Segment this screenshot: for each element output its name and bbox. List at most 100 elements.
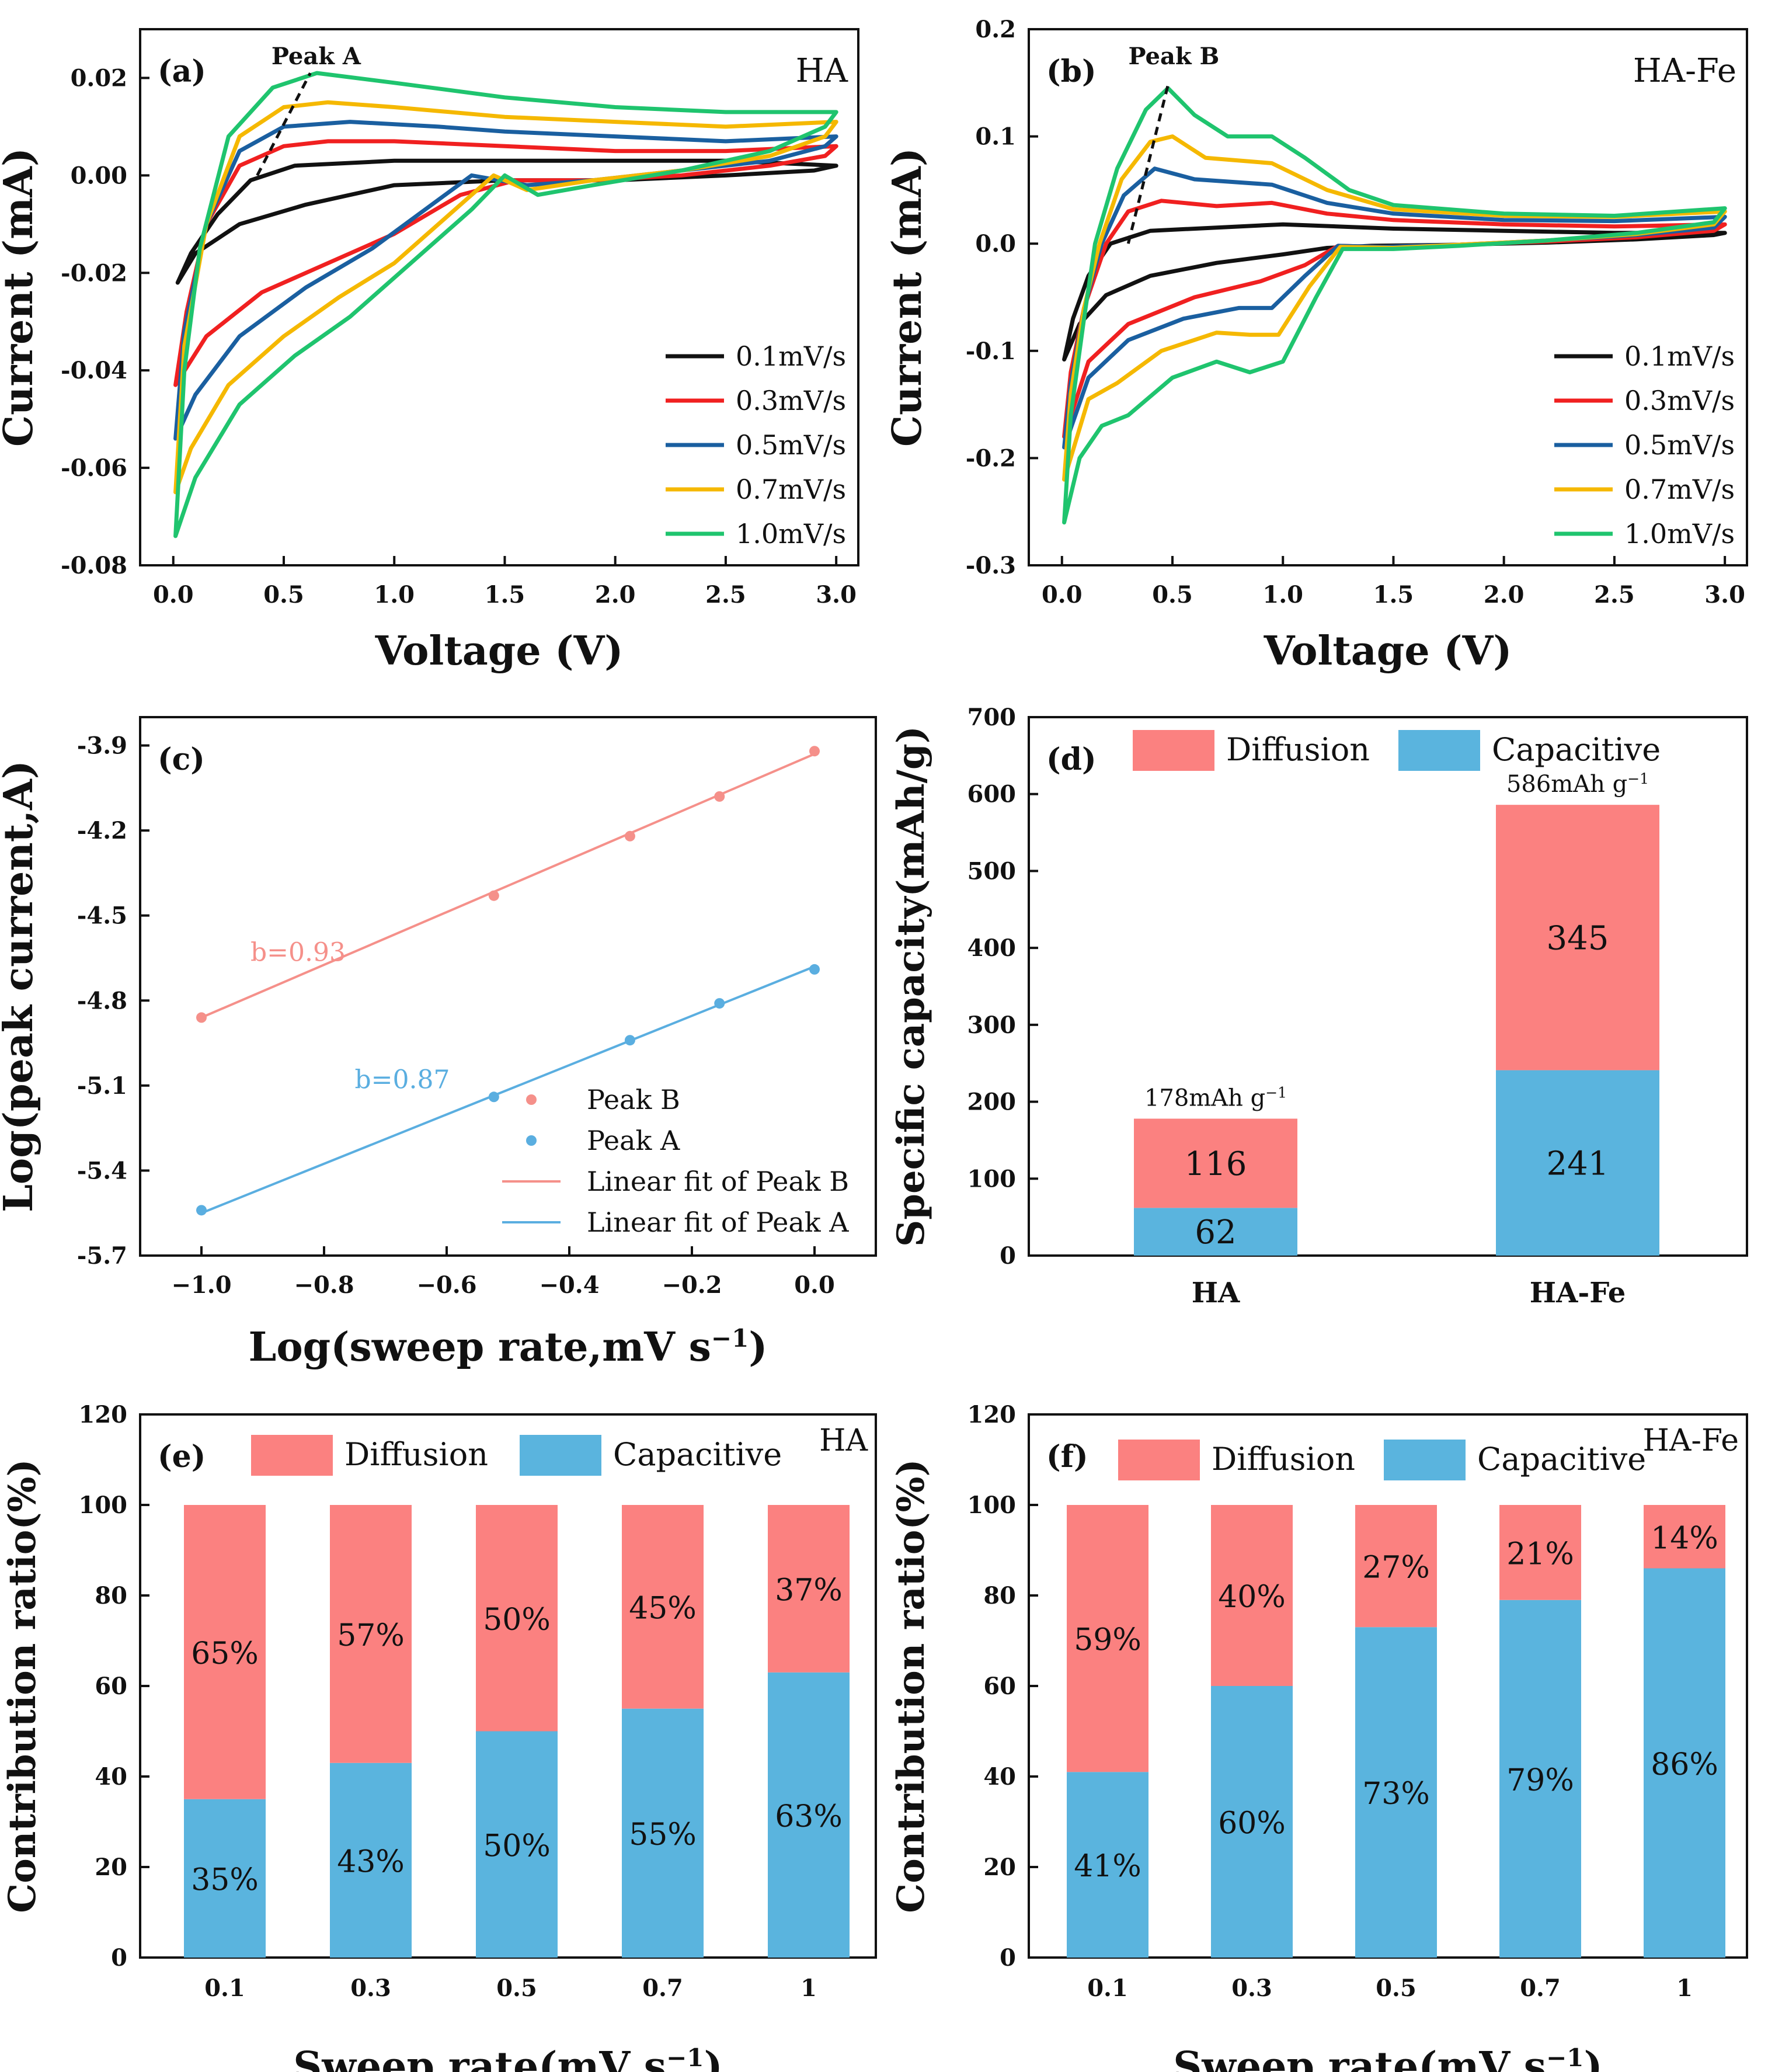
- plot-frame: [1028, 716, 1748, 1257]
- panel-e: 0 20 40 60 80 100 120 35% 65% 0.1 43% 57% 0.3 50% 50% 0…: [1, 1401, 877, 2072]
- bar-label-capacitive: 86%: [1651, 1747, 1718, 1782]
- y-axis-title: Current (mA): [884, 148, 931, 447]
- legend-label-capacitive: Capacitive: [1492, 731, 1661, 768]
- x-tick-label: 1.5: [1373, 581, 1414, 609]
- y-tick-label: 400: [967, 934, 1017, 962]
- panel-a: 0.0 0.5 1.0 1.5 2.0 2.5 3.0 0.02 0.00 -0.02 -0.04 -…: [0, 28, 859, 675]
- bar-label-capacitive: 41%: [1074, 1849, 1141, 1884]
- y-tick-label: -5.4: [77, 1157, 127, 1184]
- fit-line: [201, 753, 815, 1019]
- y-tick-label: -4.8: [77, 987, 127, 1014]
- x-tick-label: 1: [801, 1974, 817, 2002]
- legend-label: 0.3mV/s: [1624, 385, 1735, 416]
- legend-label: 0.5mV/s: [1624, 429, 1735, 461]
- plot-frame: [139, 716, 877, 1257]
- y-tick-label: 0.1: [975, 123, 1016, 151]
- x-tick-label: −0.8: [294, 1271, 354, 1299]
- bar-diffusion: [1355, 1505, 1437, 1628]
- data-point-peak-a: [714, 998, 725, 1009]
- corner-label: HA-Fe: [1633, 52, 1736, 90]
- x-tick-label: 0.1: [204, 1974, 245, 2002]
- y-tick-label: -4.2: [77, 817, 127, 844]
- x-tick-label: 0.3: [1231, 1974, 1272, 2002]
- x-tick-label: 1.0: [1262, 581, 1303, 609]
- y-tick-label: 700: [967, 704, 1017, 731]
- bar-label-capacitive: 50%: [483, 1828, 551, 1864]
- x-tick-label: 2.5: [1594, 581, 1635, 609]
- x-tick-label: 0.7: [1520, 1974, 1561, 2002]
- x-tick-label: −0.4: [539, 1271, 599, 1299]
- x-axis-title-main: Log(sweep rate,mV s: [249, 1324, 711, 1371]
- bar-label-diffusion: 57%: [337, 1618, 405, 1653]
- y-tick-label: 100: [967, 1492, 1017, 1519]
- x-tick-label: −0.2: [662, 1271, 722, 1299]
- x-tick-label: 2.0: [1484, 581, 1525, 609]
- bar-diffusion: [1499, 1505, 1581, 1600]
- legend-swatch-diffusion: [1118, 1440, 1200, 1480]
- legend-swatch-diffusion: [251, 1435, 333, 1476]
- y-tick-label: 300: [967, 1011, 1017, 1039]
- x-axis-title-end: ): [704, 2043, 723, 2072]
- bar-capacitive: [1211, 1686, 1293, 1958]
- y-tick-label: 60: [983, 1673, 1016, 1700]
- x-axis-title-sup: −1: [1546, 2043, 1583, 2072]
- data-point-peak-b: [196, 1012, 207, 1023]
- x-tick-label: 3.0: [816, 581, 857, 609]
- bar-diffusion: [330, 1505, 412, 1763]
- data-point-peak-b: [624, 830, 635, 842]
- x-tick-label: 0.0: [153, 581, 194, 609]
- bar-capacitive: [622, 1708, 704, 1958]
- data-point-peak-b: [488, 890, 499, 901]
- x-tick-label: 0.5: [496, 1974, 537, 2002]
- legend-label: 0.7mV/s: [736, 474, 846, 505]
- corner-label: HA: [796, 52, 848, 90]
- bar-label-capacitive: 62: [1195, 1214, 1236, 1251]
- panel-label: (a): [158, 54, 206, 89]
- bar-total-label-main: 586mAh g: [1506, 771, 1627, 798]
- y-tick-label: 0: [1000, 1944, 1016, 1972]
- plot-frame: [139, 28, 859, 566]
- y-axis-title: Contribution ratio(%): [1, 1459, 44, 1913]
- bar-label-diffusion: 14%: [1651, 1521, 1718, 1556]
- legend-label: Linear fit of Peak A: [587, 1207, 849, 1238]
- y-axis-title: Log(peak current,A): [0, 760, 42, 1212]
- y-tick-label: -3.9: [77, 732, 127, 760]
- bar-label-capacitive: 35%: [191, 1862, 259, 1897]
- legend-label: 0.7mV/s: [1624, 474, 1735, 505]
- bar-capacitive: [1067, 1772, 1148, 1958]
- bar-diffusion: [622, 1505, 704, 1709]
- b-label-peak-b: b=0.93: [250, 937, 346, 967]
- bar-label-diffusion: 59%: [1074, 1623, 1141, 1658]
- y-tick-label: -0.06: [61, 454, 127, 482]
- legend-swatch-capacitive: [1384, 1440, 1466, 1480]
- x-tick-label: 1.5: [485, 581, 525, 609]
- y-tick-label: -0.02: [61, 259, 127, 287]
- x-axis-title: Voltage (V): [375, 628, 624, 675]
- bar-capacitive: [1644, 1568, 1725, 1958]
- y-tick-label: -0.08: [61, 552, 127, 579]
- bar-total-label-sup: −1: [1265, 1084, 1287, 1101]
- cv-curve-10mVs: [173, 71, 838, 538]
- bar-capacitive: [768, 1672, 850, 1958]
- x-tick-label: 2.5: [705, 581, 746, 609]
- bar-label-diffusion: 27%: [1362, 1550, 1430, 1586]
- bar-total-label-sup: −1: [1627, 770, 1649, 787]
- bar-label-diffusion: 345: [1547, 919, 1609, 957]
- data-point-peak-a: [809, 964, 820, 975]
- bar-label-capacitive: 63%: [775, 1799, 843, 1834]
- panel-label: (b): [1046, 54, 1097, 89]
- y-tick-label: 200: [967, 1089, 1017, 1116]
- bar-label-diffusion: 45%: [629, 1591, 697, 1626]
- peak-guide-line: [256, 72, 312, 176]
- bar-capacitive: [476, 1731, 558, 1958]
- legend-label: 0.3mV/s: [736, 385, 846, 416]
- legend-label-diffusion: Diffusion: [1226, 731, 1370, 768]
- bar-label-capacitive: 55%: [629, 1817, 697, 1852]
- x-axis-title-sup: −1: [711, 1324, 749, 1353]
- bar-label-capacitive: 73%: [1362, 1777, 1430, 1812]
- y-tick-label: -4.5: [77, 902, 127, 930]
- legend-label: 1.0mV/s: [736, 518, 846, 550]
- x-axis-title-main: Sweep rate(mV s: [293, 2043, 666, 2072]
- legend-label-capacitive: Capacitive: [1477, 1441, 1646, 1477]
- data-point-peak-a: [196, 1205, 207, 1216]
